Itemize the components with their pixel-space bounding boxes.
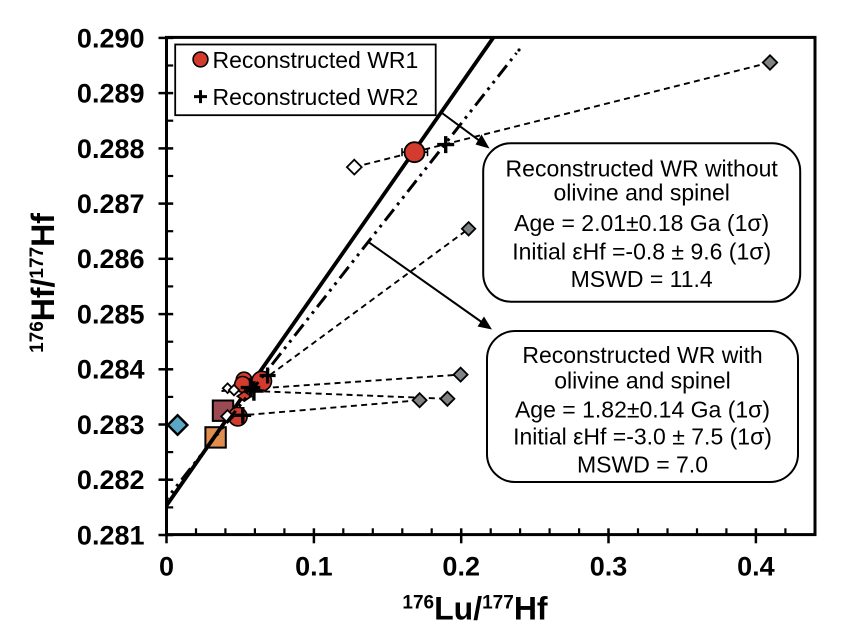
svg-text:176Lu/177Hf: 176Lu/177Hf — [402, 591, 548, 627]
svg-text:0.3: 0.3 — [590, 552, 628, 582]
svg-text:0.1: 0.1 — [295, 552, 333, 582]
svg-text:MSWD = 7.0: MSWD = 7.0 — [577, 452, 708, 478]
svg-text:0.289: 0.289 — [77, 79, 145, 109]
svg-text:Reconstructed WR2: Reconstructed WR2 — [213, 84, 419, 110]
svg-text:0.287: 0.287 — [77, 189, 145, 219]
svg-text:Age = 1.82±0.14 Ga (1σ): Age = 1.82±0.14 Ga (1σ) — [515, 397, 770, 423]
svg-text:MSWD = 11.4: MSWD = 11.4 — [571, 266, 713, 292]
svg-text:olivine and spinel: olivine and spinel — [553, 180, 729, 206]
svg-text:Reconstructed WR with: Reconstructed WR with — [522, 342, 762, 368]
svg-text:0.2: 0.2 — [442, 552, 480, 582]
svg-text:olivine and spinel: olivine and spinel — [554, 368, 730, 394]
svg-text:Initial εHf =-0.8 ± 9.6 (1σ): Initial εHf =-0.8 ± 9.6 (1σ) — [512, 238, 771, 264]
svg-text:Initial εHf =-3.0 ± 7.5 (1σ): Initial εHf =-3.0 ± 7.5 (1σ) — [513, 424, 772, 450]
svg-text:0: 0 — [159, 552, 174, 582]
svg-text:0.286: 0.286 — [77, 244, 145, 274]
svg-text:0.4: 0.4 — [737, 552, 775, 582]
svg-text:Reconstructed WR without: Reconstructed WR without — [506, 156, 779, 182]
svg-text:0.288: 0.288 — [77, 134, 145, 164]
svg-text:Reconstructed WR1: Reconstructed WR1 — [213, 47, 419, 73]
svg-text:0.285: 0.285 — [77, 300, 145, 330]
svg-text:0.283: 0.283 — [77, 410, 145, 440]
svg-text:0.282: 0.282 — [77, 465, 145, 495]
svg-text:176Hf/177Hf: 176Hf/177Hf — [25, 213, 61, 353]
svg-text:0.281: 0.281 — [77, 520, 145, 550]
svg-text:Age = 2.01±0.18 Ga (1σ): Age = 2.01±0.18 Ga (1σ) — [514, 210, 769, 236]
svg-text:0.290: 0.290 — [77, 23, 145, 53]
svg-text:0.284: 0.284 — [77, 355, 145, 385]
